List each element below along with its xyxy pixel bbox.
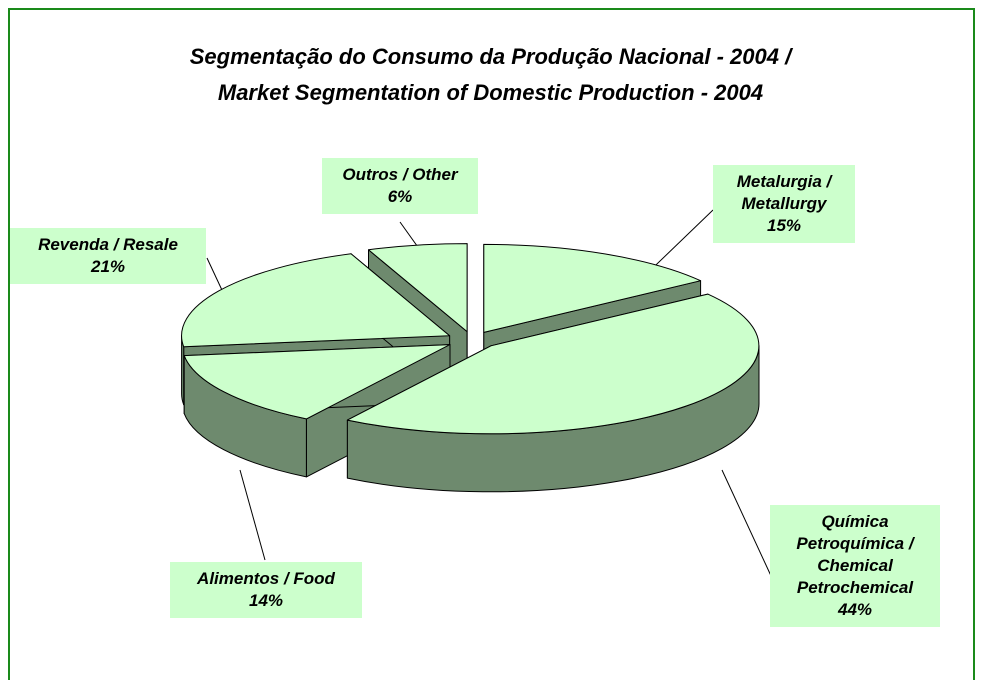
slice-top bbox=[483, 243, 702, 333]
category-label: Revenda / Resale bbox=[38, 235, 178, 254]
slice-label: Metalurgia / Metallurgy 15% bbox=[713, 165, 855, 243]
category-label: Outros / Other bbox=[342, 165, 458, 184]
chart-title: Segmentação do Consumo da Produção Nacio… bbox=[189, 44, 792, 69]
slice-label: Alimentos / Food 14% bbox=[170, 562, 362, 618]
value-label: 15% bbox=[766, 216, 802, 235]
category-label: Química Petroquímica / Chemical Petroche… bbox=[796, 512, 914, 597]
slice bbox=[346, 293, 760, 493]
value-label: 6% bbox=[387, 187, 413, 206]
chart-border bbox=[8, 8, 975, 680]
pie bbox=[181, 243, 760, 493]
category-label: Alimentos / Food bbox=[197, 569, 335, 588]
leader-line bbox=[721, 469, 773, 579]
slice-top bbox=[183, 344, 451, 420]
slice-label: Química Petroquímica / Chemical Petroche… bbox=[770, 505, 940, 627]
value-label: 21% bbox=[90, 257, 126, 276]
slice-top bbox=[181, 253, 451, 348]
value-label: 44% bbox=[837, 600, 873, 619]
category-label: Metalurgia / Metallurgy bbox=[736, 172, 832, 213]
chart-subtitle: Market Segmentation of Domestic Producti… bbox=[217, 80, 764, 105]
value-label: 14% bbox=[248, 591, 284, 610]
leader-line bbox=[239, 469, 266, 561]
slice-label: Outros / Other 6% bbox=[322, 158, 478, 214]
slice-label: Revenda / Resale 21% bbox=[10, 228, 206, 284]
slice-top bbox=[368, 243, 468, 333]
slice-top bbox=[346, 293, 760, 435]
